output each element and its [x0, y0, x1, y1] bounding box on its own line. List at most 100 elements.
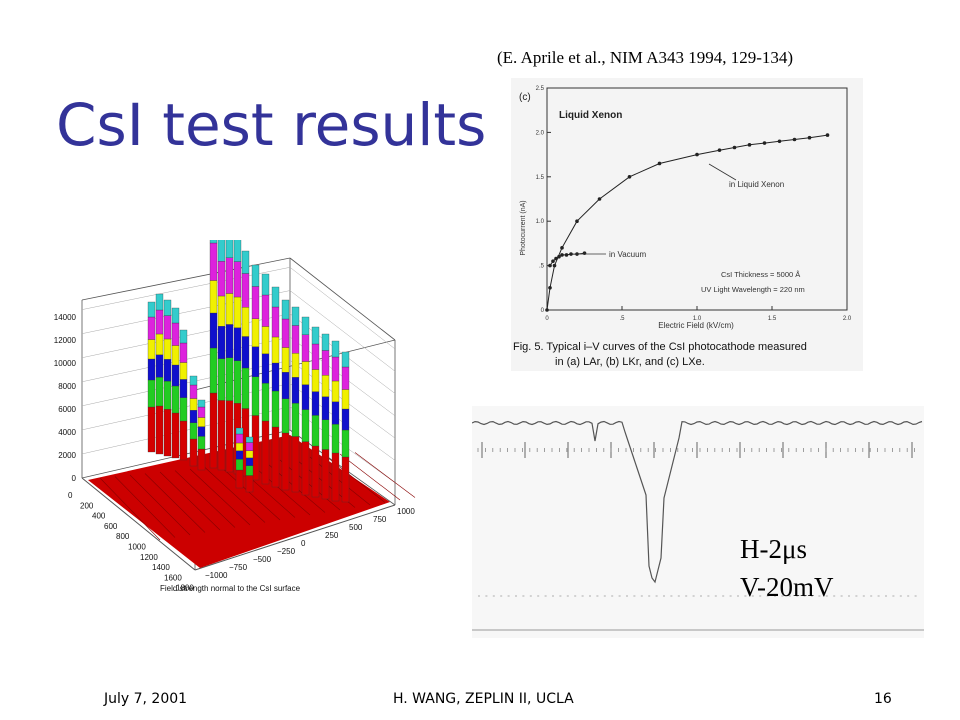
lego-bar-segment: [251, 264, 260, 287]
lego-bar-segment: [245, 442, 254, 451]
lego-bar-segment: [235, 469, 244, 489]
lego-bar-segment: [311, 343, 320, 370]
iv-xtick-label: 1.5: [768, 316, 777, 322]
lego-bar-segment: [189, 375, 198, 386]
iv-xtick-label: 1.0: [693, 316, 702, 322]
lego-bar-segment: [235, 427, 244, 435]
iv-data-point: [552, 263, 557, 268]
lego-bar-segment: [331, 452, 340, 502]
lego-bar-segment: [331, 340, 340, 358]
lego-bar-segment: [217, 240, 226, 262]
lego-x-tick-label: 750: [373, 515, 387, 524]
lego-bar-segment: [321, 419, 330, 450]
oscilloscope-trace: [472, 406, 924, 638]
iv-data-point: [792, 137, 797, 142]
lego-bar-segment: [301, 361, 310, 385]
lego-bar-segment: [241, 367, 250, 409]
scope-grid: [472, 442, 924, 631]
lego-bar-segment: [209, 242, 218, 281]
lego-x-tick-label: −500: [253, 555, 272, 564]
lego-bar-segment: [251, 376, 260, 416]
iv-data-point: [657, 161, 662, 166]
lego-bar-segment: [233, 261, 242, 298]
lego-y-tick-label: 1600: [164, 573, 182, 582]
lego-floor-cell: [354, 452, 416, 498]
lego-z-tick-label: 8000: [58, 382, 76, 391]
iv-data-point: [548, 286, 552, 290]
lego-bar-segment: [291, 353, 300, 378]
lego-bar-segment: [179, 420, 188, 461]
lego-bar-segment: [331, 356, 340, 382]
lego-x-tick-label: 500: [349, 523, 363, 532]
lego-y-tick-label: 1000: [128, 543, 146, 552]
lego-bar-segment: [171, 364, 180, 387]
lego-bar-segment: [271, 426, 280, 488]
lego-bar-segment: [251, 286, 260, 319]
iv-xtick-label: .5: [619, 316, 625, 322]
lego-floor-cell: [249, 462, 311, 516]
lego-bar-segment: [301, 441, 310, 496]
lego-bar-segment: [179, 379, 188, 398]
lego-bar-segment: [251, 346, 260, 377]
lego-xlabel: Field strength normal to the CsI surface: [160, 584, 301, 593]
lego-floor-cell: [204, 467, 266, 523]
lego-bar-segment: [261, 294, 270, 327]
lego-bar-segment: [225, 357, 234, 401]
lego-bar-segment: [233, 296, 242, 328]
lego-bar-segment: [209, 392, 218, 469]
lego-bar-segment: [261, 273, 270, 296]
lego-bar-segment: [281, 299, 290, 320]
lego-bar-segment: [341, 351, 350, 368]
lego-bar-segment: [225, 240, 234, 258]
iv-data-point: [564, 253, 569, 257]
lego-bar-segment: [321, 333, 330, 351]
lego-bar-segment: [189, 384, 198, 399]
lego-bar-segment: [301, 409, 310, 442]
lego-bar-segment: [331, 380, 340, 402]
lego-bar-segment: [291, 306, 300, 326]
lego-bar-segment: [155, 377, 164, 407]
lego-z-tick-label: 10000: [54, 359, 77, 368]
lego-bar-segment: [225, 293, 234, 325]
footer-date: July 7, 2001: [104, 691, 188, 707]
lego-z-tick-label: 0: [72, 474, 77, 483]
annotation-lxe: in Liquid Xenon: [729, 180, 784, 189]
lego-bar-segment: [311, 415, 320, 447]
lego-x-tick-label: −1000: [205, 571, 228, 580]
footer-center: H. WANG, ZEPLIN II, UCLA: [393, 691, 574, 707]
iv-series: [545, 133, 830, 312]
lego-bar-segment: [235, 442, 244, 451]
iv-data-point: [569, 252, 573, 256]
lego-floor-cell: [99, 477, 161, 541]
lego-bar-segment: [189, 438, 198, 467]
lego-bar-segment: [147, 316, 156, 340]
lego-bar-segment: [245, 475, 254, 493]
lego-bar-segment: [209, 312, 218, 349]
iv-data-point: [825, 133, 830, 137]
iv-panel-label: (c): [519, 92, 531, 103]
citation: (E. Aprile et al., NIM A343 1994, 129-13…: [497, 48, 794, 67]
lego-bar-segment: [171, 412, 180, 459]
lego-bar-segment: [281, 347, 290, 373]
lego-bar-segment: [241, 336, 250, 369]
iv-data-point: [575, 219, 579, 223]
lego-bar-segment: [321, 449, 330, 500]
lego-x-tick-label: −250: [277, 547, 296, 556]
lego-bar-segment: [235, 459, 244, 471]
lego-bar-segment: [209, 240, 218, 244]
lego-bar-segment: [163, 338, 172, 360]
lego-z-tick-label: 2000: [58, 451, 76, 460]
iv-ytick-label: .5: [539, 264, 545, 270]
lego-bar-segment: [261, 326, 270, 354]
lego-z-tick-label: 4000: [58, 428, 76, 437]
lego-bar-segment: [341, 429, 350, 458]
lego-bar-segment: [171, 385, 180, 414]
lego-bar-segment: [179, 329, 188, 344]
lego-bar-segment: [271, 336, 280, 364]
lego-bar-segment: [261, 353, 270, 384]
wavelength-note: UV Light Wavelength = 220 nm: [701, 285, 805, 294]
lego-bar-segment: [171, 345, 180, 366]
iv-data-point: [545, 308, 549, 312]
lego-z-tick-label: 6000: [58, 405, 76, 414]
iv-data-point: [717, 148, 722, 152]
